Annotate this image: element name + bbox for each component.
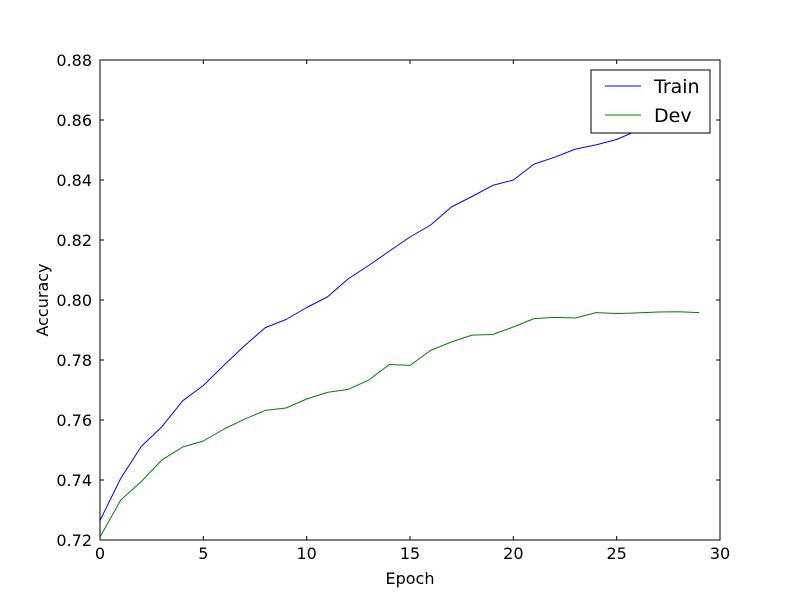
y-tick-label: 0.82 — [56, 231, 92, 250]
series-line-dev — [100, 311, 700, 538]
legend-label-train: Train — [653, 76, 700, 98]
x-tick-label: 30 — [710, 544, 730, 563]
legend: Train Dev — [590, 69, 711, 134]
y-tick-label: 0.86 — [56, 111, 92, 130]
y-tick-label: 0.84 — [56, 171, 92, 190]
x-tick-label: 15 — [400, 544, 420, 563]
y-axis-label: Accuracy — [33, 263, 52, 336]
plot-frame — [99, 59, 721, 541]
y-tick-label: 0.78 — [56, 351, 92, 370]
series-layer — [100, 98, 700, 538]
y-tick-label: 0.74 — [56, 471, 92, 490]
x-tick-label: 25 — [606, 544, 626, 563]
x-tick-label: 0 — [95, 544, 105, 563]
x-tick-label: 20 — [503, 544, 523, 563]
x-tick-label: 5 — [198, 544, 208, 563]
ticks-layer: 0 5 10 15 20 25 30 0.72 0.74 0.76 0.78 0.80 0.82 0.84… — [56, 51, 730, 563]
series-line-train — [100, 98, 700, 521]
legend-label-dev: Dev — [654, 105, 692, 127]
x-axis-label: Epoch — [386, 569, 435, 588]
y-tick-label: 0.72 — [56, 531, 92, 550]
x-tick-label: 10 — [296, 544, 316, 563]
y-tick-label: 0.76 — [56, 411, 92, 430]
legend-frame — [590, 69, 711, 134]
y-tick-label: 0.80 — [56, 291, 92, 310]
y-tick-label: 0.88 — [56, 51, 92, 70]
